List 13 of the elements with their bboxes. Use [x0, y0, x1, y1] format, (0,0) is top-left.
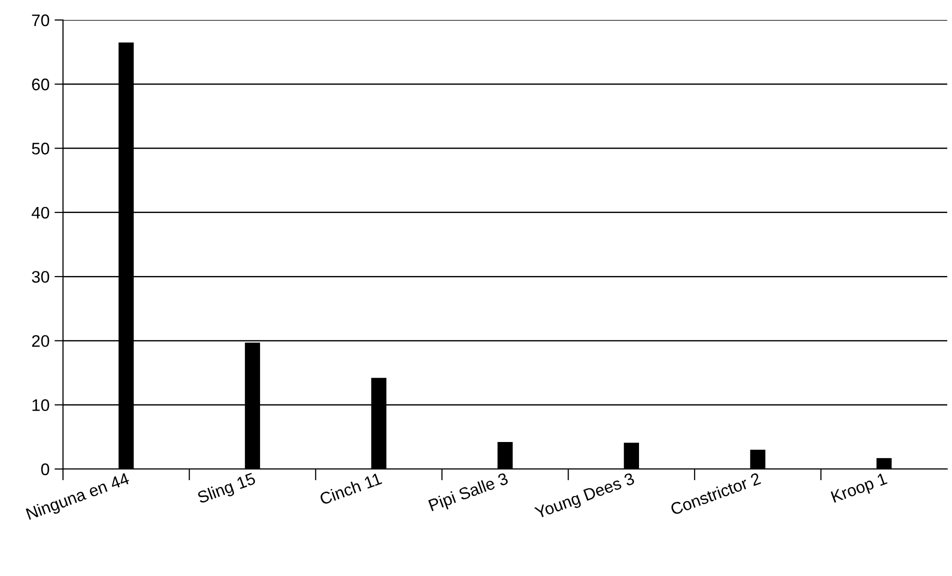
y-tick-label: 50 — [32, 142, 50, 154]
y-tick-label: 60 — [32, 78, 50, 90]
x-tick-label: Young Dees 3 — [534, 472, 636, 522]
y-tick-label: 30 — [32, 270, 50, 283]
x-tick-label: Cinch 11 — [318, 472, 382, 506]
y-tick-label: 10 — [32, 399, 50, 412]
y-tick-label: 70 — [32, 14, 50, 26]
x-tick-label: Pipi Salle 3 — [428, 472, 510, 514]
x-tick-label: Kroop 1 — [830, 472, 889, 506]
x-tick-label: Sling 15 — [196, 472, 258, 507]
y-tick-label: 40 — [32, 206, 50, 219]
y-tick-label: 0 — [41, 463, 50, 476]
y-tick-label: 20 — [32, 335, 50, 347]
